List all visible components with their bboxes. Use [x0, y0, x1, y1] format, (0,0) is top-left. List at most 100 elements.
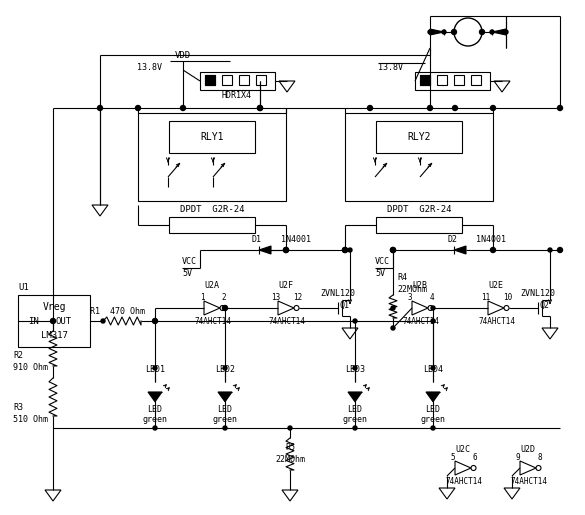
Circle shape	[490, 106, 495, 111]
Text: VCC: VCC	[375, 258, 390, 266]
Text: 1: 1	[199, 294, 204, 302]
Circle shape	[558, 248, 563, 252]
Text: HDR1X4: HDR1X4	[222, 92, 252, 100]
Circle shape	[504, 30, 508, 34]
Text: 74AHCT14: 74AHCT14	[194, 317, 232, 325]
Text: LED2: LED2	[215, 366, 235, 374]
Text: 4: 4	[430, 294, 434, 302]
Circle shape	[101, 319, 105, 323]
Circle shape	[98, 106, 102, 111]
Bar	[437, 75, 447, 85]
Circle shape	[223, 306, 227, 310]
Circle shape	[348, 248, 352, 252]
Text: 5: 5	[450, 454, 455, 462]
Bar	[222, 75, 232, 85]
Circle shape	[428, 106, 432, 111]
Text: U2C: U2C	[456, 445, 470, 455]
Text: RLY2: RLY2	[407, 132, 431, 142]
Bar	[376, 217, 462, 233]
Circle shape	[431, 426, 435, 430]
Circle shape	[153, 319, 157, 323]
Circle shape	[452, 29, 456, 35]
Circle shape	[50, 318, 56, 323]
Bar	[376, 121, 462, 153]
Text: 10: 10	[503, 294, 512, 302]
Circle shape	[223, 426, 227, 430]
Circle shape	[442, 30, 446, 34]
Text: green: green	[143, 416, 167, 424]
Circle shape	[353, 319, 357, 323]
Circle shape	[431, 366, 435, 370]
Text: LED: LED	[147, 405, 163, 415]
Text: 2: 2	[222, 294, 226, 302]
Circle shape	[284, 248, 288, 252]
Bar	[200, 72, 275, 90]
Circle shape	[428, 30, 432, 34]
Polygon shape	[218, 392, 232, 402]
Circle shape	[51, 319, 55, 323]
Text: 5V: 5V	[182, 269, 192, 279]
Text: green: green	[342, 416, 367, 424]
Text: ZVNL120: ZVNL120	[520, 288, 555, 298]
Text: 910 Ohm: 910 Ohm	[13, 363, 48, 371]
Bar	[239, 75, 249, 85]
Text: LM317: LM317	[40, 331, 67, 339]
Circle shape	[391, 248, 395, 252]
Text: 6: 6	[473, 454, 477, 462]
Circle shape	[288, 426, 292, 430]
Text: R2: R2	[13, 352, 23, 360]
Circle shape	[391, 306, 395, 310]
Circle shape	[342, 248, 347, 252]
Text: U2D: U2D	[521, 445, 535, 455]
Text: OUT: OUT	[56, 317, 72, 325]
Polygon shape	[348, 392, 362, 402]
Circle shape	[391, 248, 395, 252]
Text: U2F: U2F	[278, 282, 294, 290]
Polygon shape	[454, 246, 466, 254]
Circle shape	[453, 106, 457, 111]
Polygon shape	[259, 246, 271, 254]
Text: LED3: LED3	[345, 366, 365, 374]
Circle shape	[257, 106, 263, 111]
Circle shape	[153, 426, 157, 430]
Text: U2E: U2E	[488, 282, 504, 290]
Text: 74AHCT14: 74AHCT14	[269, 317, 305, 325]
Bar	[454, 75, 464, 85]
Bar	[18, 295, 90, 347]
Circle shape	[223, 366, 227, 370]
Circle shape	[367, 106, 373, 111]
Bar	[415, 72, 490, 90]
Text: 510 Ohm: 510 Ohm	[13, 416, 48, 424]
Text: Vreg: Vreg	[42, 302, 66, 312]
Text: 74AHCT14: 74AHCT14	[402, 317, 439, 325]
Circle shape	[391, 326, 395, 330]
Circle shape	[353, 366, 357, 370]
Text: ZVNL120: ZVNL120	[320, 288, 355, 298]
Text: VCC: VCC	[182, 258, 197, 266]
Bar	[345, 113, 493, 201]
Circle shape	[353, 426, 357, 430]
Bar	[420, 75, 430, 85]
Text: 11: 11	[481, 294, 491, 302]
Text: R3: R3	[13, 403, 23, 413]
Text: LED: LED	[347, 405, 363, 415]
Text: IN: IN	[28, 317, 39, 325]
Text: 13.8V: 13.8V	[137, 63, 162, 73]
Bar	[169, 121, 255, 153]
Circle shape	[480, 29, 484, 35]
Circle shape	[548, 248, 552, 252]
Bar	[205, 75, 215, 85]
Circle shape	[490, 248, 495, 252]
Text: U1: U1	[18, 283, 29, 293]
Circle shape	[558, 106, 563, 111]
Circle shape	[222, 305, 228, 311]
Text: LED: LED	[425, 405, 441, 415]
Text: R5: R5	[285, 443, 295, 453]
Circle shape	[342, 248, 347, 252]
Text: 1N4001: 1N4001	[281, 235, 311, 245]
Bar	[420, 75, 430, 85]
Text: D2: D2	[447, 235, 457, 245]
Text: 74AHCT14: 74AHCT14	[511, 476, 548, 486]
Circle shape	[181, 106, 185, 111]
Text: Q1: Q1	[340, 300, 350, 310]
